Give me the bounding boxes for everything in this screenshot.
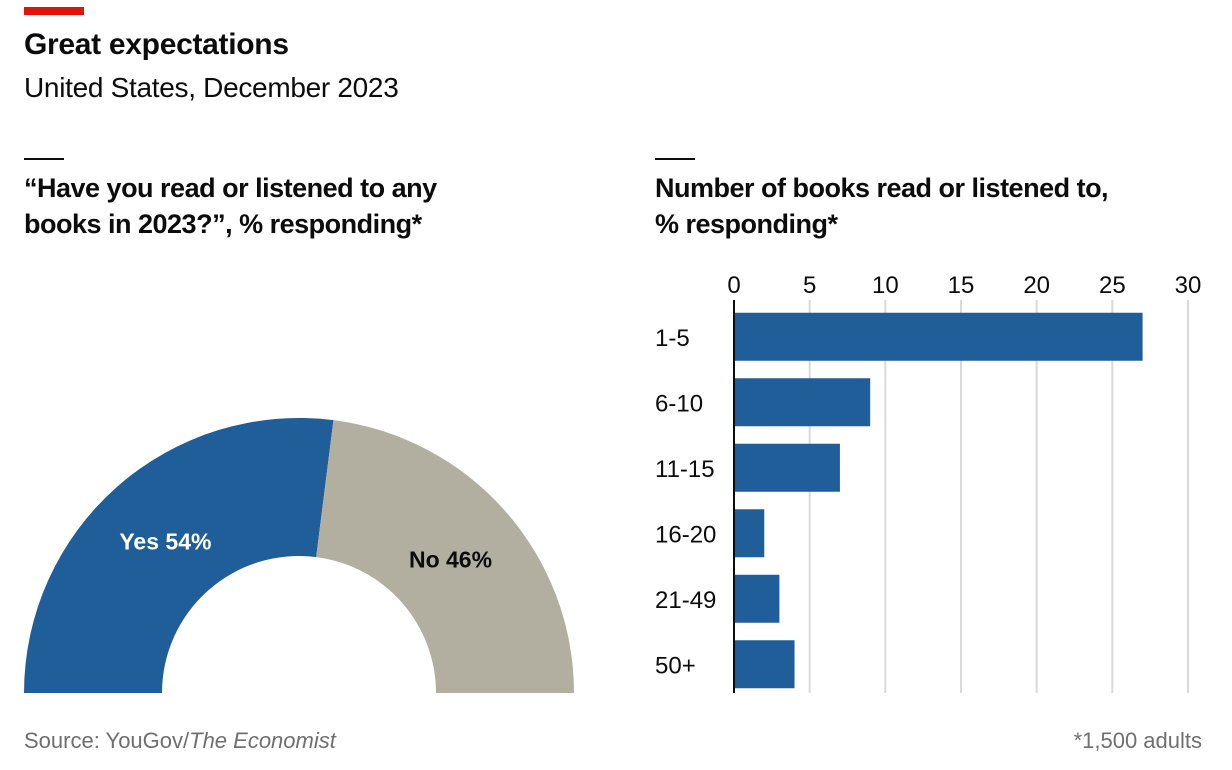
category-label-16-20: 16-20 (655, 521, 716, 548)
left-panel-rule (24, 158, 64, 160)
x-tick-label-0: 0 (727, 272, 740, 299)
donut-slice-yes (24, 418, 334, 693)
category-label-6-10: 6-10 (655, 390, 703, 417)
chart-subtitle: United States, December 2023 (24, 72, 399, 103)
bar-1-5 (734, 312, 1143, 361)
donut-chart-heading: “Have you read or listened to any books … (24, 170, 584, 242)
x-tick-label-30: 30 (1175, 272, 1202, 299)
x-tick-label-5: 5 (803, 272, 816, 299)
donut-label-yes: Yes 54% (119, 528, 211, 554)
bar-11-15 (734, 443, 840, 492)
x-tick-label-10: 10 (872, 272, 899, 299)
x-tick-label-25: 25 (1099, 272, 1126, 299)
source-publication: The Economist (189, 728, 336, 753)
donut-slice-no (316, 420, 574, 693)
chart-title: Great expectations (24, 28, 289, 61)
category-label-21-49: 21-49 (655, 587, 716, 614)
bar-heading-line-2: % responding* (655, 209, 838, 239)
source-prefix: Source: YouGov/ (24, 728, 190, 753)
source-note: Source: YouGov/The Economist (24, 728, 336, 754)
x-tick-label-15: 15 (948, 272, 975, 299)
bar-6-10 (734, 378, 871, 427)
right-panel-rule (655, 158, 695, 160)
footnote: *1,500 adults (1073, 728, 1202, 753)
bar-16-20 (734, 509, 765, 558)
category-label-1-5: 1-5 (655, 325, 690, 352)
bar-chart-heading: Number of books read or listened to, % r… (655, 170, 1215, 242)
donut-label-no: No 46% (409, 546, 492, 572)
x-tick-label-20: 20 (1023, 272, 1050, 299)
category-label-50+: 50+ (655, 652, 696, 679)
category-label-11-15: 11-15 (655, 456, 715, 483)
bar-21-49 (734, 574, 780, 623)
donut-heading-line-2: books in 2023?”, % responding* (24, 209, 422, 239)
bar-heading-line-1: Number of books read or listened to, (655, 173, 1109, 203)
bar-50+ (734, 640, 795, 689)
donut-heading-line-1: “Have you read or listened to any (24, 173, 437, 203)
brand-accent-bar (24, 7, 84, 15)
